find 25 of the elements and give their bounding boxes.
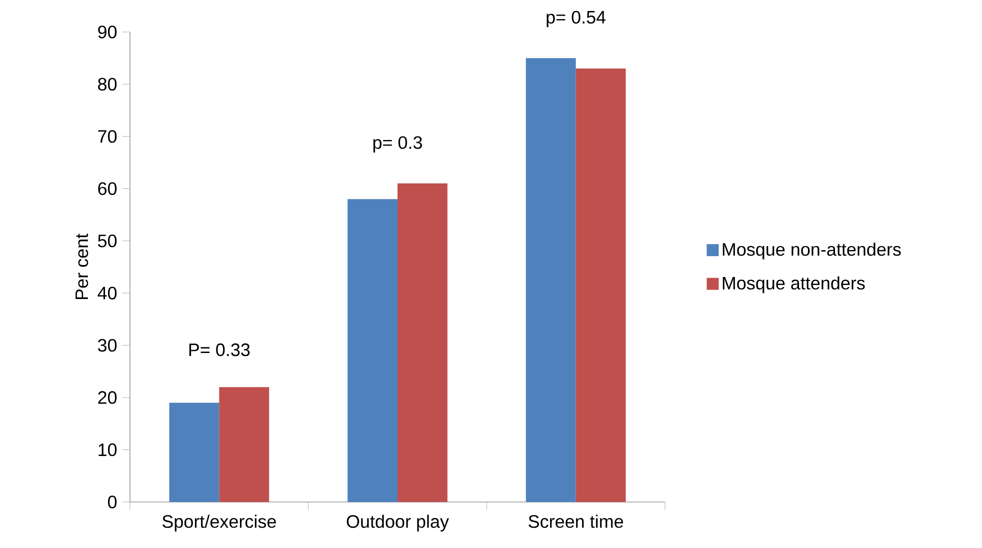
y-tick-label: 60 — [98, 182, 117, 196]
y-tick-label: 20 — [98, 391, 117, 404]
bar — [526, 58, 576, 502]
bar — [169, 402, 220, 502]
x-tick-label: Outdoor play — [346, 514, 449, 532]
legend-label: Mosque attenders — [722, 276, 865, 294]
y-tick-label: 10 — [98, 443, 117, 456]
bar — [398, 183, 448, 502]
legend-label: Mosque non-attenders — [722, 242, 901, 260]
x-tick-label: Screen time — [528, 514, 624, 528]
y-tick-label: 0 — [108, 496, 117, 508]
y-tick-label: 30 — [98, 338, 117, 352]
bar — [576, 68, 626, 502]
y-tick-label: 40 — [98, 286, 117, 300]
y-tick-label: 90 — [98, 26, 117, 38]
annotation: p= 0.3 — [373, 136, 422, 153]
annotation: P= 0.33 — [189, 343, 250, 356]
text: p= 0.54 — [546, 10, 606, 28]
y-tick-label: 80 — [98, 78, 117, 91]
x-tick-label: Sport/exercise — [162, 514, 276, 532]
bar — [348, 199, 398, 502]
bar — [219, 387, 270, 502]
y-axis-title: Per cent — [76, 234, 88, 300]
y-tick-label: 50 — [98, 234, 117, 248]
y-tick-label: 70 — [98, 130, 117, 143]
